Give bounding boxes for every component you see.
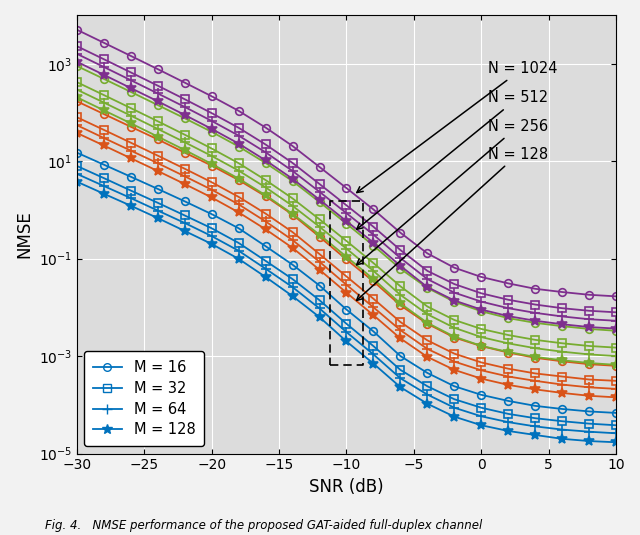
X-axis label: SNR (dB): SNR (dB) <box>309 478 384 496</box>
Text: N = 512: N = 512 <box>356 90 548 230</box>
Y-axis label: NMSE: NMSE <box>15 210 33 258</box>
Text: Fig. 4.   NMSE performance of the proposed GAT-aided full-duplex channel: Fig. 4. NMSE performance of the proposed… <box>45 519 482 532</box>
Text: N = 1024: N = 1024 <box>357 61 557 193</box>
Legend: M = 16, M = 32, M = 64, M = 128: M = 16, M = 32, M = 64, M = 128 <box>84 351 204 446</box>
Text: N = 256: N = 256 <box>356 119 548 265</box>
Text: N = 128: N = 128 <box>356 147 548 301</box>
